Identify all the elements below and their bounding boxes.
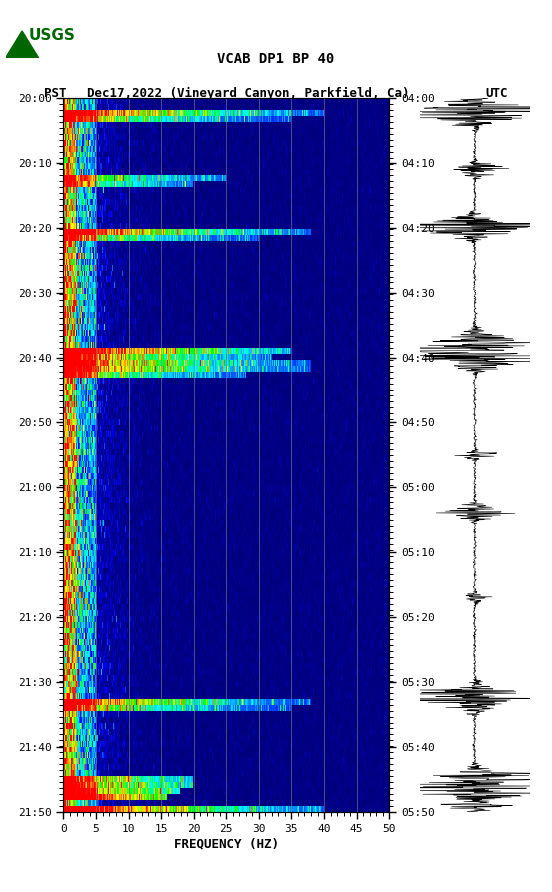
Text: PST: PST: [44, 87, 67, 100]
Text: UTC: UTC: [486, 87, 508, 100]
Polygon shape: [6, 31, 39, 58]
Text: Dec17,2022 (Vineyard Canyon, Parkfield, Ca): Dec17,2022 (Vineyard Canyon, Parkfield, …: [87, 87, 410, 100]
Text: VCAB DP1 BP 40: VCAB DP1 BP 40: [217, 52, 335, 66]
X-axis label: FREQUENCY (HZ): FREQUENCY (HZ): [174, 838, 279, 851]
Text: USGS: USGS: [29, 29, 76, 44]
